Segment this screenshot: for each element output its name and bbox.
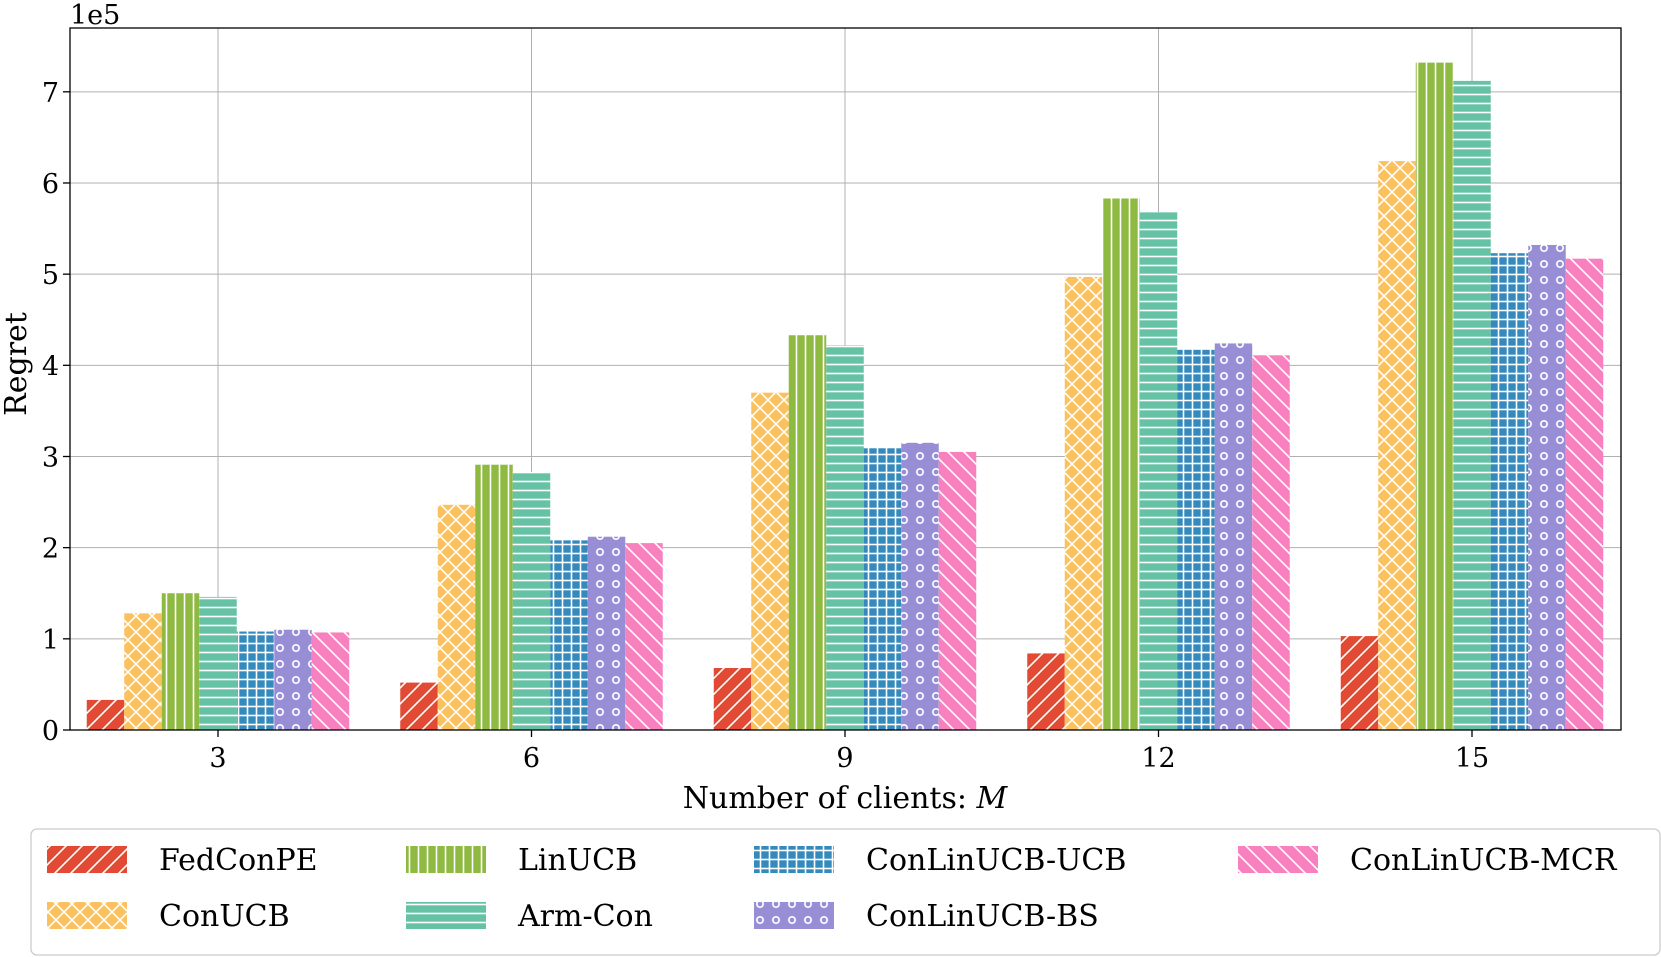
bar-arm-con-6 (512, 471, 551, 730)
legend-swatch-conucb (47, 902, 127, 929)
bar-conlinucb-mcr-9 (938, 451, 977, 730)
bar-linucb-6 (475, 464, 513, 730)
bar-linucb-9 (788, 335, 827, 730)
legend-swatch-arm-con (406, 902, 486, 929)
legend-label-conlinucb-mcr: ConLinUCB-MCR (1350, 843, 1618, 878)
bar-conucb-3 (124, 613, 162, 730)
bar-conlinucb-ucb-9 (863, 448, 902, 730)
bar-conucb-15 (1378, 161, 1416, 730)
bar-conucb-12 (1064, 276, 1103, 730)
bar-linucb-12 (1102, 198, 1140, 730)
bar-fedconpe-15 (1340, 636, 1379, 730)
y-multiplier-label: 1e5 (70, 0, 120, 31)
y-tick-label: 1 (42, 625, 59, 656)
legend-label-conlinucb-ucb: ConLinUCB-UCB (866, 843, 1126, 878)
bar-fedconpe-12 (1027, 653, 1065, 730)
bar-conlinucb-mcr-12 (1252, 355, 1290, 730)
x-tick-label: 12 (1141, 743, 1175, 774)
y-tick-label: 2 (42, 534, 59, 565)
legend-label-linucb: LinUCB (518, 843, 637, 878)
y-tick-label: 5 (42, 260, 59, 291)
bar-conucb-9 (751, 392, 789, 730)
bar-fedconpe-6 (400, 682, 438, 730)
legend-swatch-conlinucb-bs (754, 902, 834, 929)
bar-conlinucb-ucb-15 (1490, 253, 1529, 730)
legend-label-conucb: ConUCB (159, 899, 290, 934)
bar-fedconpe-9 (713, 668, 752, 730)
x-axis-label: Number of clients: M (683, 781, 1009, 816)
bar-conlinucb-ucb-12 (1177, 349, 1215, 730)
x-tick-label: 9 (836, 743, 853, 774)
bar-arm-con-15 (1453, 80, 1491, 730)
bar-linucb-3 (161, 593, 200, 730)
legend-label-conlinucb-bs: ConLinUCB-BS (866, 899, 1099, 934)
bar-fedconpe-3 (86, 699, 125, 730)
y-tick-label: 6 (42, 169, 59, 200)
bar-conlinucb-bs-3 (274, 629, 312, 730)
legend: FedConPE ConUCB LinUCB Arm-Con ConLinUCB-UCB… (30, 828, 1661, 956)
bar-conlinucb-ucb-3 (236, 631, 275, 730)
bar-arm-con-9 (826, 345, 864, 730)
bar-conlinucb-bs-6 (587, 536, 626, 730)
bar-arm-con-12 (1139, 212, 1178, 731)
y-tick-label: 0 (42, 716, 59, 747)
y-tick-label: 3 (42, 442, 59, 473)
y-axis-label: Regret (0, 312, 34, 416)
x-axis-label-text: Number of clients: (683, 781, 977, 816)
bar-conlinucb-bs-15 (1528, 244, 1566, 730)
bar-conlinucb-ucb-6 (550, 540, 588, 730)
bars (86, 62, 1604, 731)
x-tick-label: 6 (523, 743, 540, 774)
legend-label-fedconpe: FedConPE (159, 843, 318, 878)
bar-conucb-6 (437, 504, 476, 730)
y-tick-label: 4 (42, 351, 59, 382)
bar-conlinucb-mcr-15 (1565, 258, 1604, 730)
x-tick-label: 15 (1455, 743, 1489, 774)
legend-label-arm-con: Arm-Con (517, 899, 653, 934)
legend-swatch-linucb (406, 846, 486, 873)
bar-arm-con-3 (199, 596, 237, 730)
x-tick-label: 3 (209, 743, 226, 774)
bar-conlinucb-mcr-6 (625, 543, 663, 730)
y-tick-label: 7 (42, 78, 59, 109)
x-axis-label-variable: M (976, 781, 1009, 816)
legend-swatch-fedconpe (47, 846, 127, 873)
legend-swatch-conlinucb-mcr (1238, 846, 1318, 873)
bar-conlinucb-mcr-3 (311, 632, 350, 730)
bar-linucb-15 (1415, 62, 1454, 730)
legend-swatch-conlinucb-ucb (754, 846, 834, 873)
bar-conlinucb-bs-9 (901, 442, 939, 730)
bar-conlinucb-bs-12 (1214, 343, 1253, 730)
